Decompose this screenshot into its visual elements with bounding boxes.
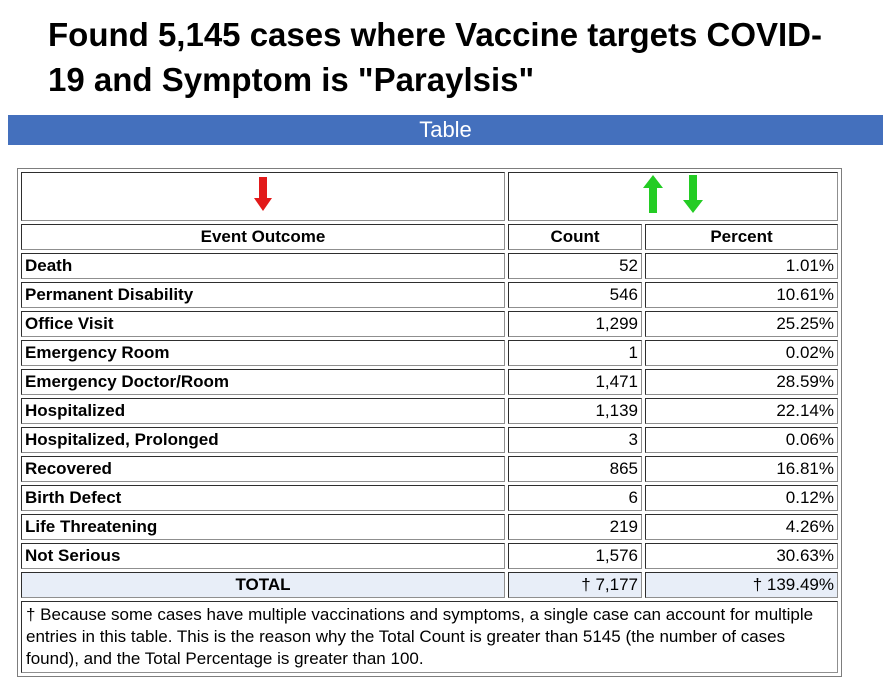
percent-cell: 10.61%: [645, 282, 838, 308]
count-cell: 6: [508, 485, 642, 511]
table-row: Emergency Room 1 0.02%: [21, 340, 838, 366]
section-bar: Table: [8, 115, 883, 145]
outcome-cell: Emergency Doctor/Room: [21, 369, 505, 395]
percent-cell: 28.59%: [645, 369, 838, 395]
column-header-count: Count: [508, 224, 642, 250]
green-down-arrow-icon: [683, 175, 704, 213]
count-cell: 1,299: [508, 311, 642, 337]
count-cell: 1,139: [508, 398, 642, 424]
percent-cell: 0.02%: [645, 340, 838, 366]
count-cell: 3: [508, 427, 642, 453]
section-bar-label: Table: [419, 117, 472, 142]
total-row: TOTAL † 7,177 † 139.49%: [21, 572, 838, 598]
table-row: Not Serious 1,576 30.63%: [21, 543, 838, 569]
outcome-cell: Hospitalized: [21, 398, 505, 424]
table-row: Office Visit 1,299 25.25%: [21, 311, 838, 337]
outcome-cell: Office Visit: [21, 311, 505, 337]
table-row: Life Threatening 219 4.26%: [21, 514, 838, 540]
table-body: Death 52 1.01% Permanent Disability 546 …: [21, 253, 838, 569]
outcome-cell: Death: [21, 253, 505, 279]
sort-values-descending-button[interactable]: [682, 174, 704, 214]
table-row: Recovered 865 16.81%: [21, 456, 838, 482]
count-cell: 52: [508, 253, 642, 279]
sort-controls-row: [21, 172, 838, 221]
outcome-cell: Birth Defect: [21, 485, 505, 511]
percent-cell: 1.01%: [645, 253, 838, 279]
count-cell: 546: [508, 282, 642, 308]
percent-cell: 4.26%: [645, 514, 838, 540]
percent-cell: 0.12%: [645, 485, 838, 511]
outcome-cell: Life Threatening: [21, 514, 505, 540]
table-header-row: Event Outcome Count Percent: [21, 224, 838, 250]
values-sort-cell: [508, 172, 838, 221]
outcome-cell: Not Serious: [21, 543, 505, 569]
outcome-cell: Hospitalized, Prolonged: [21, 427, 505, 453]
table-row: Emergency Doctor/Room 1,471 28.59%: [21, 369, 838, 395]
table-row: Hospitalized, Prolonged 3 0.06%: [21, 427, 838, 453]
red-down-arrow-icon: [254, 177, 272, 211]
table-row: Death 52 1.01%: [21, 253, 838, 279]
page-title: Found 5,145 cases where Vaccine targets …: [48, 16, 822, 98]
total-count-cell: † 7,177: [508, 572, 642, 598]
outcome-cell: Emergency Room: [21, 340, 505, 366]
sort-values-ascending-button[interactable]: [642, 174, 664, 214]
total-label-cell: TOTAL: [21, 572, 505, 598]
count-cell: 1,471: [508, 369, 642, 395]
footnote-row: † Because some cases have multiple vacci…: [21, 601, 838, 673]
footnote-cell: † Because some cases have multiple vacci…: [21, 601, 838, 673]
total-percent-cell: † 139.49%: [645, 572, 838, 598]
column-header-percent: Percent: [645, 224, 838, 250]
outcome-sort-cell: [21, 172, 505, 221]
table-row: Birth Defect 6 0.12%: [21, 485, 838, 511]
outcome-cell: Recovered: [21, 456, 505, 482]
count-cell: 1,576: [508, 543, 642, 569]
percent-cell: 22.14%: [645, 398, 838, 424]
outcome-cell: Permanent Disability: [21, 282, 505, 308]
results-table: Event Outcome Count Percent Death 52 1.0…: [17, 168, 842, 677]
percent-cell: 16.81%: [645, 456, 838, 482]
percent-cell: 0.06%: [645, 427, 838, 453]
table-row: Hospitalized 1,139 22.14%: [21, 398, 838, 424]
table-row: Permanent Disability 546 10.61%: [21, 282, 838, 308]
percent-cell: 30.63%: [645, 543, 838, 569]
percent-cell: 25.25%: [645, 311, 838, 337]
count-cell: 865: [508, 456, 642, 482]
green-up-arrow-icon: [642, 175, 663, 213]
count-cell: 1: [508, 340, 642, 366]
count-cell: 219: [508, 514, 642, 540]
sort-outcome-descending-button[interactable]: [253, 176, 273, 212]
column-header-event-outcome: Event Outcome: [21, 224, 505, 250]
